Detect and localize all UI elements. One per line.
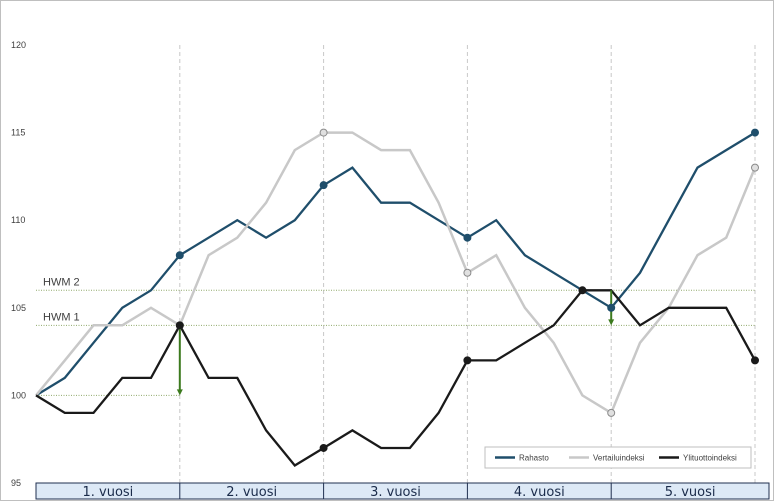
series-markers <box>175 128 759 452</box>
y-axis-ticks: 95 100 105 110 115 120 <box>11 40 26 488</box>
year-band-label: 3. vuosi <box>370 485 421 500</box>
y-tick-label: 120 <box>11 40 26 50</box>
y-tick-label: 95 <box>11 478 21 488</box>
y-tick-label: 100 <box>11 390 26 400</box>
data-point <box>751 163 759 172</box>
data-point <box>319 181 328 190</box>
legend-label: Rahasto <box>519 454 549 463</box>
data-point <box>319 128 328 137</box>
data-point <box>578 286 587 295</box>
data-point <box>463 268 472 277</box>
series-line-ylituottoindeksi <box>35 289 757 468</box>
data-point <box>175 251 184 260</box>
series-line-vertailuindeksi <box>35 131 757 415</box>
year-band-label: 5. vuosi <box>665 485 716 500</box>
legend: Rahasto Vertailuindeksi Ylituottoindeksi <box>484 446 752 469</box>
year-band-label: 4. vuosi <box>514 485 565 500</box>
year-band-label: 1. vuosi <box>82 485 133 500</box>
data-point <box>175 321 184 330</box>
y-tick-label: 110 <box>11 215 25 225</box>
hwm-label: HWM 1 <box>43 311 80 323</box>
data-point <box>319 443 328 452</box>
data-point <box>463 233 472 242</box>
y-tick-label: 115 <box>11 128 25 138</box>
y-tick-label: 105 <box>11 303 26 313</box>
drawdown-arrows <box>176 290 615 396</box>
year-band-label: 2. vuosi <box>226 485 277 500</box>
legend-box <box>484 446 752 469</box>
data-point <box>607 408 616 417</box>
year-bands: 1. vuosi 2. vuosi 3. vuosi 4. vuosi 5. vuosi <box>35 482 770 500</box>
arrow-head <box>176 389 183 396</box>
data-point <box>751 128 759 137</box>
data-point <box>607 303 616 312</box>
hwm-label: HWM 2 <box>43 276 80 288</box>
data-point <box>463 356 472 365</box>
arrow-head <box>608 319 615 326</box>
gridlines <box>179 45 756 483</box>
hwm-lines: HWM 1 HWM 2 <box>36 276 755 396</box>
data-point <box>751 356 759 365</box>
legend-label: Ylituottoindeksi <box>683 454 737 463</box>
year-band-strip <box>35 482 770 500</box>
series-lines <box>35 131 757 468</box>
legend-label: Vertailuindeksi <box>593 454 645 463</box>
series-line-rahasto <box>35 131 756 397</box>
